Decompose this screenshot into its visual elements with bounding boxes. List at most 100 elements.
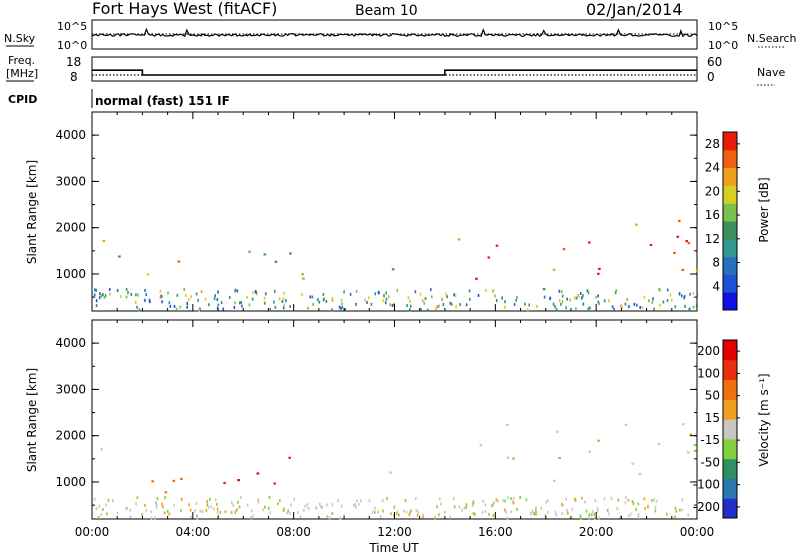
heatmap-cell (575, 296, 578, 300)
heatmap-cell (654, 505, 657, 509)
y-tick-label: 2000 (55, 429, 86, 443)
heatmap-cell (217, 303, 220, 307)
heatmap-cell (112, 499, 114, 503)
heatmap-cell (186, 305, 188, 309)
heatmap-cell (331, 296, 334, 300)
heatmap-cell (104, 294, 107, 298)
noise-trace (91, 27, 698, 38)
colorbar-segment (723, 340, 737, 361)
heatmap-cell (584, 500, 586, 504)
heatmap-cell (106, 512, 108, 516)
heatmap-cell (246, 295, 248, 299)
heatmap-cell (582, 302, 585, 306)
heatmap-cell (382, 499, 384, 503)
heatmap-cell (263, 301, 266, 305)
heatmap-cell (540, 506, 542, 510)
heatmap-cell (597, 300, 600, 304)
heatmap-cell (306, 503, 309, 507)
heatmap-cell (644, 507, 646, 510)
heatmap-cell (598, 302, 600, 306)
heatmap-cell (340, 307, 342, 311)
heatmap-cell (318, 300, 321, 304)
heatmap-cell (415, 508, 418, 512)
heatmap-cell (673, 251, 676, 254)
heatmap-cell (504, 305, 506, 309)
heatmap-cell (179, 305, 182, 309)
freq-label-1: Freq. (8, 54, 35, 67)
heatmap-cell (686, 451, 690, 454)
heatmap-cell (161, 300, 163, 304)
heatmap-cell (536, 304, 538, 308)
heatmap-cell (419, 292, 422, 296)
heatmap-cell (492, 514, 495, 517)
heatmap-cell (693, 449, 697, 452)
y-tick-label: 1000 (55, 267, 86, 281)
heatmap-cell (328, 516, 331, 520)
heatmap-cell (406, 304, 408, 308)
heatmap-cell (236, 508, 238, 512)
heatmap-cell (611, 305, 614, 309)
heatmap-cell (635, 508, 637, 511)
heatmap-cell (355, 505, 357, 509)
heatmap-cell (616, 507, 619, 511)
heatmap-cell (434, 516, 436, 520)
heatmap-cell (626, 298, 628, 301)
heatmap-cell (214, 498, 217, 502)
heatmap-cell (144, 289, 146, 292)
heatmap-cell (495, 498, 498, 502)
heatmap-cell (594, 499, 597, 503)
heatmap-cell (207, 505, 210, 509)
heatmap-cell (457, 238, 461, 241)
heatmap-cell (455, 305, 457, 309)
heatmap-cell (159, 296, 162, 299)
freq-tick-top: 18 (66, 55, 81, 69)
heatmap-cell (417, 510, 419, 514)
heatmap-cell (344, 308, 347, 312)
heatmap-cell (507, 496, 509, 500)
heatmap-cell (409, 308, 411, 312)
heatmap-cell (382, 509, 384, 513)
heatmap-cell (326, 515, 328, 518)
colorbar-tick-label: 15 (705, 411, 720, 425)
heatmap-cell (488, 512, 490, 516)
colorbar-tick-label: -200 (693, 500, 720, 514)
heatmap-cell (254, 290, 257, 294)
colorbar-segment (723, 399, 737, 420)
heatmap-cell (472, 512, 475, 516)
heatmap-cell (206, 500, 208, 504)
heatmap-cell (160, 294, 162, 298)
heatmap-cell (180, 497, 183, 501)
heatmap-cell (107, 498, 110, 502)
heatmap-cell (219, 510, 222, 514)
heatmap-cell (465, 503, 468, 507)
heatmap-cell (461, 508, 463, 512)
heatmap-cell (167, 291, 169, 295)
heatmap-cell (648, 299, 650, 303)
heatmap-cell (651, 499, 653, 502)
heatmap-cell (643, 497, 646, 501)
heatmap-cell (189, 508, 192, 512)
heatmap-cell (228, 296, 231, 299)
heatmap-cell (269, 308, 272, 311)
heatmap-cell (438, 513, 440, 517)
colorbar-segment (723, 478, 737, 499)
heatmap-cell (307, 306, 309, 310)
heatmap-cell (307, 507, 310, 510)
heatmap-cell (594, 516, 596, 520)
heatmap-cell (144, 503, 146, 507)
velocity-axes: 1000 2000 3000 4000 (55, 319, 698, 519)
heatmap-cell (102, 239, 106, 243)
heatmap-cell (377, 290, 380, 294)
heatmap-cell (180, 509, 182, 513)
heatmap-cell (94, 288, 96, 292)
heatmap-cell (331, 308, 333, 312)
heatmap-cell (368, 499, 371, 503)
noise-left-tick-bottom: 10^0 (57, 39, 87, 52)
heatmap-cell (213, 507, 215, 511)
heatmap-cell (126, 507, 128, 510)
power-axes: 1000 2000 3000 4000 (55, 111, 698, 311)
heatmap-cell (321, 505, 323, 509)
heatmap-cell (216, 502, 218, 506)
heatmap-cell (525, 498, 528, 502)
heatmap-cell (431, 295, 433, 299)
